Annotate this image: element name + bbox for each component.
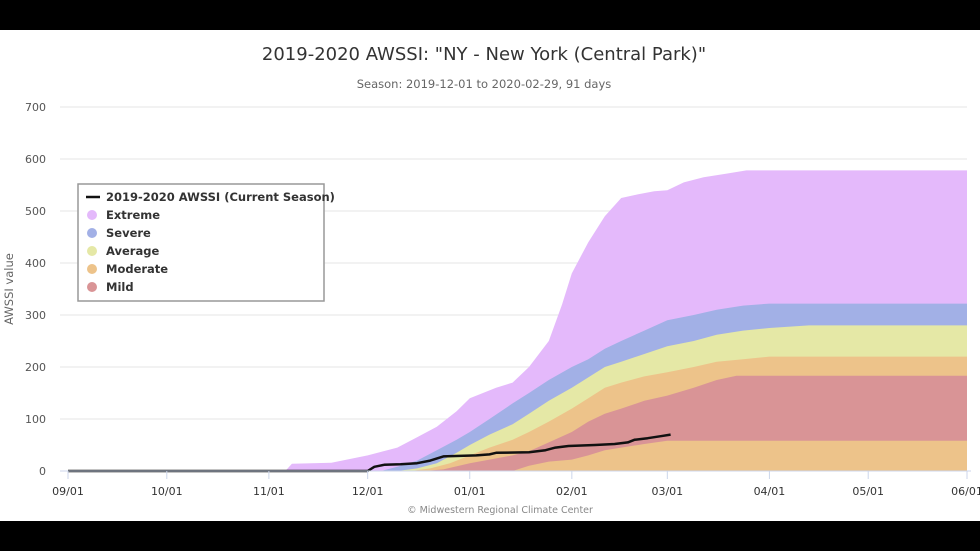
legend-box [77, 183, 325, 302]
legend-label: Average [106, 244, 159, 258]
legend-item[interactable]: Mild [87, 280, 134, 294]
x-tick-label: 05/01 [852, 485, 884, 498]
credit-text[interactable]: © Midwestern Regional Climate Center [407, 505, 593, 516]
legend-label: Mild [106, 280, 134, 294]
y-tick-label: 500 [25, 205, 46, 218]
y-tick-label: 600 [25, 153, 46, 166]
chart-frame: 2019-2020 AWSSI: "NY - New York (Central… [0, 30, 980, 521]
x-tick-label: 04/01 [754, 485, 786, 498]
y-tick-label: 200 [25, 361, 46, 374]
x-tick-label: 06/01 [951, 485, 980, 498]
y-axis-label: AWSSI value [2, 253, 16, 325]
legend-dot-symbol [87, 282, 97, 292]
y-tick-label: 300 [25, 309, 46, 322]
x-tick-label: 12/01 [352, 485, 384, 498]
x-tick-label: 09/01 [52, 485, 84, 498]
legend-dot-symbol [87, 246, 97, 256]
y-tick-label: 400 [25, 257, 46, 270]
y-tick-label: 100 [25, 413, 46, 426]
x-tick-label: 03/01 [651, 485, 683, 498]
y-tick-label: 0 [39, 465, 46, 478]
x-tick-label: 11/01 [253, 485, 285, 498]
x-tick-label: 01/01 [454, 485, 486, 498]
series-line-current-season[interactable] [68, 433, 671, 473]
legend-dot-symbol [87, 210, 97, 220]
x-tick-label: 02/01 [556, 485, 588, 498]
x-tick-label: 10/01 [151, 485, 183, 498]
legend-label: Moderate [106, 262, 168, 276]
legend-item[interactable]: 2019-2020 AWSSI (Current Season) [86, 190, 335, 204]
y-axis-ticks: 0 100 200 300 400 500 600 700 [25, 101, 46, 478]
current-season-series [68, 433, 671, 473]
legend-item[interactable]: Extreme [87, 208, 160, 222]
chart-subtitle: Season: 2019-12-01 to 2020-02-29, 91 day… [357, 77, 612, 91]
legend-item[interactable]: Severe [87, 226, 151, 240]
legend-dot-symbol [87, 228, 97, 238]
legend-label: Extreme [106, 208, 160, 222]
chart-title: 2019-2020 AWSSI: "NY - New York (Central… [262, 44, 706, 65]
legend-item[interactable]: Moderate [87, 262, 168, 276]
legend-item[interactable]: Average [87, 244, 159, 258]
x-axis: 09/01 10/01 11/01 12/01 01/01 02/01 03/01 04/01… [52, 470, 980, 498]
legend-label: 2019-2020 AWSSI (Current Season) [106, 190, 335, 204]
legend-label: Severe [106, 226, 151, 240]
awssi-chart: 2019-2020 AWSSI: "NY - New York (Central… [2, 44, 980, 516]
legend-dot-symbol [87, 264, 97, 274]
legend: 2019-2020 AWSSI (Current Season) Extreme S… [77, 183, 335, 302]
y-tick-label: 700 [25, 101, 46, 114]
climatology-bands [285, 170, 968, 471]
